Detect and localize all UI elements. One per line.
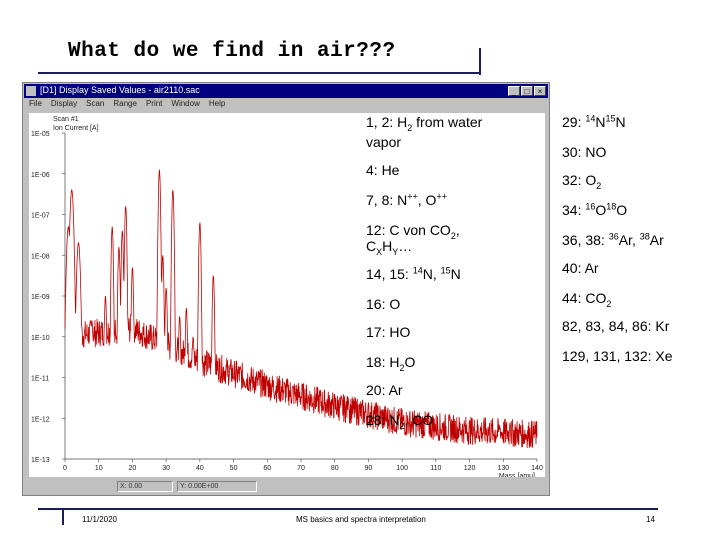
peak-note: 4: He xyxy=(366,162,400,178)
display-saved-values-window[interactable]: [D1] Display Saved Values - air2110.sac … xyxy=(22,82,550,496)
x-tick-label: 10 xyxy=(95,465,103,472)
y-tick-label: 1E-08 xyxy=(31,253,50,260)
status-cell: Y: 0.00E+00 xyxy=(177,481,257,492)
peak-note: 34: 16O18O xyxy=(562,201,628,218)
peak-note: 36, 38: 36Ar, 38Ar xyxy=(562,231,664,248)
x-tick-label: 70 xyxy=(297,465,305,472)
status-cell: X: 0.00 xyxy=(117,481,173,492)
y-tick-label: 1E-05 xyxy=(31,131,50,138)
minimize-icon[interactable]: _ xyxy=(508,86,520,96)
y-axis-label: Ion Current [A] xyxy=(53,125,99,132)
footer-rule-tick xyxy=(62,509,64,525)
peak-note: 14, 15: 14N, 15N xyxy=(366,265,461,282)
peak-note: 1, 2: H2 from water xyxy=(366,114,483,133)
peak-note: 30: NO xyxy=(562,144,607,160)
peak-note: 20: Ar xyxy=(366,382,403,398)
peak-note: 28: N2, CO xyxy=(366,412,434,431)
app-icon[interactable] xyxy=(26,86,36,96)
peak-note: 18: H2O xyxy=(366,354,416,373)
close-icon[interactable]: × xyxy=(534,86,546,96)
peak-note: 129, 131, 132: Xe xyxy=(562,348,673,364)
peak-note: 40: Ar xyxy=(562,260,599,276)
x-tick-label: 60 xyxy=(263,465,271,472)
x-tick-label: 40 xyxy=(196,465,204,472)
x-tick-label: 90 xyxy=(365,465,373,472)
menu-item-file[interactable]: File xyxy=(29,99,42,108)
x-tick-label: 130 xyxy=(497,465,509,472)
window-menubar: File Display Scan Range Print Window Help xyxy=(29,99,234,111)
menu-item-display[interactable]: Display xyxy=(50,99,78,108)
peak-note: 32: O2 xyxy=(562,172,602,191)
y-tick-label: 1E-07 xyxy=(31,213,50,220)
peak-note: 29: 14N15N xyxy=(562,113,626,130)
mass-spectrum-chart: 1E-05 1E-06 1E-07 1E-08 1E-09 1E-10 1E-11 1E-12… xyxy=(31,116,543,480)
peak-note: vapor xyxy=(366,134,402,150)
x-tick-label: 110 xyxy=(430,465,441,472)
y-tick-label: 1E-10 xyxy=(31,335,50,342)
x-tick-label: 140 xyxy=(531,465,543,472)
footer-date: 11/1/2020 xyxy=(82,515,117,524)
footer-title: MS basics and spectra interpretation xyxy=(296,515,426,524)
peak-note: 7, 8: N++, O++ xyxy=(366,191,447,208)
y-tick-label: 1E-06 xyxy=(31,172,50,179)
x-tick-label: 30 xyxy=(162,465,170,472)
peak-note: 44: CO2 xyxy=(562,290,612,309)
footer-rule xyxy=(38,508,658,510)
peak-note: 17: HO xyxy=(366,324,411,340)
y-tick-label: 1E-12 xyxy=(31,416,50,423)
x-tick-label: 120 xyxy=(464,465,476,472)
peak-note: 82, 83, 84, 86: Kr xyxy=(562,318,670,334)
title-rule-tick xyxy=(479,48,481,75)
menu-item-print[interactable]: Print xyxy=(145,99,163,108)
window-statusbar: X: 0.00 Y: 0.00E+00 xyxy=(27,481,545,493)
x-tick-label: 80 xyxy=(331,465,339,472)
menu-item-window[interactable]: Window xyxy=(171,99,200,108)
spectrum-plot-area[interactable]: 1E-05 1E-06 1E-07 1E-08 1E-09 1E-10 1E-11 1E-12… xyxy=(29,113,545,480)
menu-item-scan[interactable]: Scan xyxy=(86,99,105,108)
y-tick-label: 1E-09 xyxy=(31,294,50,301)
peak-note: 12: C von CO2, xyxy=(366,222,460,241)
menu-item-help[interactable]: Help xyxy=(208,99,226,108)
window-titlebar[interactable]: [D1] Display Saved Values - air2110.sac … xyxy=(24,84,548,98)
peak-note: CXHY… xyxy=(366,238,413,257)
page-number: 14 xyxy=(646,515,655,524)
y-tick-label: 1E-11 xyxy=(31,376,49,383)
window-title: [D1] Display Saved Values - air2110.sac xyxy=(40,85,200,95)
x-tick-label: 50 xyxy=(230,465,238,472)
spectrum-trace xyxy=(64,169,538,449)
maximize-icon[interactable]: □ xyxy=(521,86,533,96)
x-tick-label: 100 xyxy=(396,465,408,472)
y-tick-label: 1E-13 xyxy=(31,457,50,464)
chart-title: Scan #1 xyxy=(53,116,79,123)
menu-item-range[interactable]: Range xyxy=(113,99,137,108)
x-axis-label: Mass [amu] xyxy=(499,473,535,477)
x-tick-label: 0 xyxy=(63,465,67,472)
x-tick-label: 20 xyxy=(129,465,137,472)
slide-title: What do we find in air??? xyxy=(68,40,396,63)
title-underline xyxy=(38,72,480,74)
peak-note: 16: O xyxy=(366,296,401,312)
